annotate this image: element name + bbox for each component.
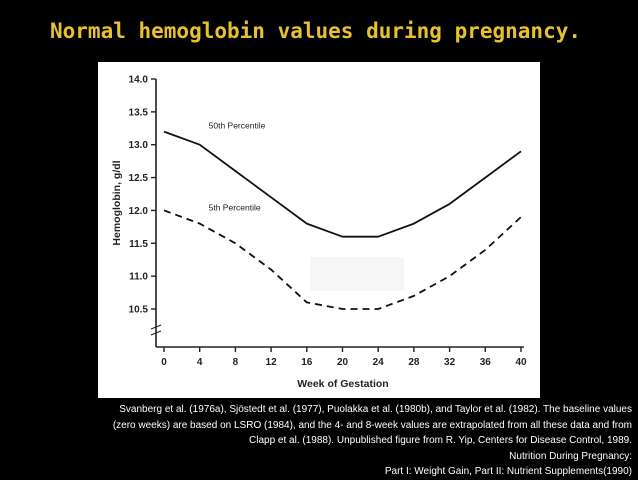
x-tick-label: 28 bbox=[408, 357, 420, 368]
x-axis-title: Week of Gestation bbox=[297, 378, 388, 390]
y-tick-label: 11.0 bbox=[129, 272, 148, 283]
y-tick-label: 12.0 bbox=[129, 206, 149, 217]
axes bbox=[151, 79, 524, 347]
y-tick-label: 11.5 bbox=[129, 239, 148, 250]
citation-line: (zero weeks) are based on LSRO (1984), a… bbox=[6, 418, 632, 434]
y-axis-title: Hemoglobin, g/dl bbox=[111, 160, 123, 245]
y-tick-label: 13.0 bbox=[129, 140, 149, 151]
y-axis-ticks: 10.5 11.0 11.5 12.0 12.5 13.0 13.5 14.0 bbox=[129, 75, 156, 316]
series-label-5th: 5th Percentile bbox=[209, 202, 261, 212]
citation: Svanberg et al. (1976a), Sjöstedt et al.… bbox=[6, 402, 632, 480]
x-tick-label: 8 bbox=[233, 357, 239, 368]
blank-patch bbox=[310, 257, 404, 291]
x-tick-label: 12 bbox=[266, 357, 278, 368]
x-tick-label: 20 bbox=[337, 357, 349, 368]
y-tick-label: 10.5 bbox=[129, 305, 149, 316]
chart-panel: 0 4 8 12 16 20 24 28 32 36 40 10.5 11.0 11.5 12.0 12.5… bbox=[98, 62, 540, 398]
y-tick-label: 12.5 bbox=[129, 173, 149, 184]
citation-line: Clapp et al. (1988). Unpublished figure … bbox=[6, 433, 632, 449]
y-tick-label: 13.5 bbox=[129, 107, 149, 118]
x-tick-label: 32 bbox=[444, 357, 456, 368]
slide-title: Normal hemoglobin values during pregnanc… bbox=[50, 19, 581, 43]
y-tick-label: 14.0 bbox=[129, 75, 149, 86]
x-tick-label: 0 bbox=[161, 357, 167, 368]
citation-line: Nutrition During Pregnancy: bbox=[6, 449, 632, 465]
series-line-50th bbox=[164, 132, 521, 237]
x-tick-label: 40 bbox=[515, 357, 527, 368]
x-tick-label: 24 bbox=[373, 357, 385, 368]
citation-line: Part I: Weight Gain, Part II: Nutrient S… bbox=[6, 464, 632, 480]
x-tick-label: 4 bbox=[197, 357, 203, 368]
x-tick-label: 16 bbox=[301, 357, 313, 368]
x-axis-ticks: 0 4 8 12 16 20 24 28 32 36 40 bbox=[161, 347, 527, 368]
series-label-50th: 50th Percentile bbox=[209, 120, 266, 130]
hemoglobin-chart: 0 4 8 12 16 20 24 28 32 36 40 10.5 11.0 11.5 12.0 12.5… bbox=[98, 62, 540, 398]
x-tick-label: 36 bbox=[480, 357, 492, 368]
citation-line: Svanberg et al. (1976a), Sjöstedt et al.… bbox=[6, 402, 632, 418]
